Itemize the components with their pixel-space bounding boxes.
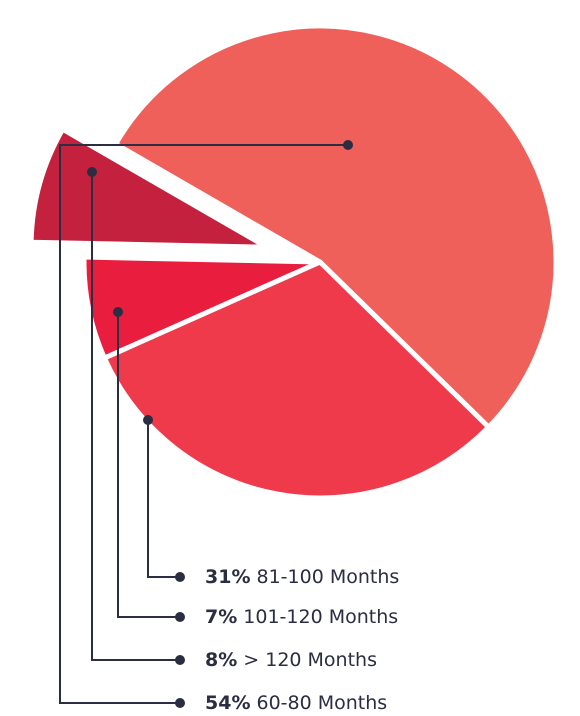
legend-entry: 31% 81-100 Months	[205, 566, 399, 588]
leader-line	[59, 144, 348, 704]
legend-label: 60-80 Months	[256, 692, 387, 714]
legend-value: 8%	[205, 649, 237, 671]
legend-label: 81-100 Months	[256, 566, 399, 588]
pie-slice	[113, 23, 559, 430]
legend-dot	[175, 698, 185, 708]
leader-dot	[343, 140, 353, 150]
pie-slice	[81, 254, 323, 361]
leader-line	[117, 312, 180, 618]
legend-value: 31%	[205, 566, 250, 588]
legend-label: > 120 Months	[243, 649, 377, 671]
pie-slice	[101, 259, 492, 501]
legend-value: 7%	[205, 606, 237, 628]
legend-entry: 54% 60-80 Months	[205, 692, 387, 714]
legend-entry: 7% 101-120 Months	[205, 606, 398, 628]
legend-label: 101-120 Months	[243, 606, 398, 628]
pie-slice	[28, 126, 270, 250]
legend-dot	[175, 655, 185, 665]
leader-dot	[113, 307, 123, 317]
leader-line	[147, 420, 180, 578]
leader-line	[91, 172, 180, 661]
legend-entry: 8% > 120 Months	[205, 649, 377, 671]
legend-value: 54%	[205, 692, 250, 714]
leader-dot	[143, 415, 153, 425]
leader-dot	[87, 167, 97, 177]
legend-dot	[175, 612, 185, 622]
legend-dot	[175, 572, 185, 582]
